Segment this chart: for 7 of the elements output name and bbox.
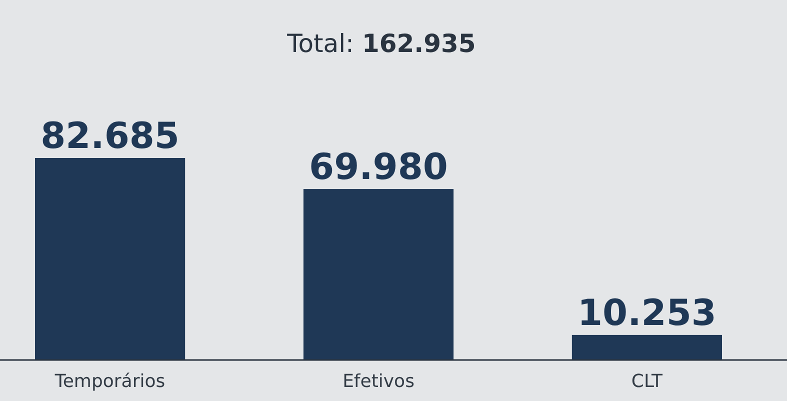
x-tick-label: Efetivos <box>342 370 414 392</box>
data-label: 10.253 <box>578 292 716 334</box>
chart-title: Total: 162.935 <box>286 29 476 58</box>
data-label: 69.980 <box>309 147 448 188</box>
x-tick-label: CLT <box>631 370 664 392</box>
data-label: 82.685 <box>40 116 180 157</box>
x-tick-label: Temporários <box>54 370 166 392</box>
